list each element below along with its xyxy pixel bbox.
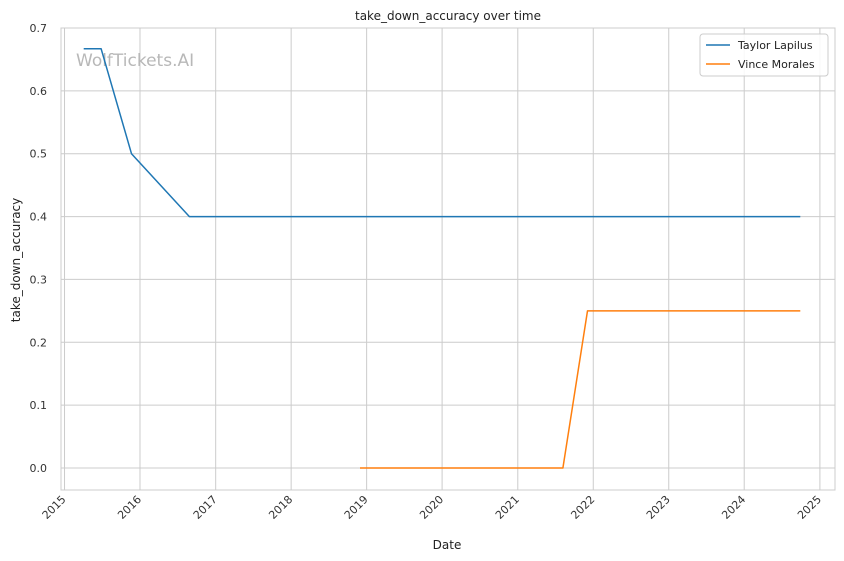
y-tick-label: 0.3 xyxy=(30,273,48,286)
x-tick-label: 2023 xyxy=(644,493,673,522)
y-tick-label: 0.0 xyxy=(30,462,48,475)
legend-label: Taylor Lapilus xyxy=(737,39,813,52)
x-tick-label: 2017 xyxy=(191,493,220,522)
legend: Taylor Lapilus Vince Morales xyxy=(699,33,829,77)
y-axis-label: take_down_accuracy xyxy=(9,198,23,322)
x-tick-label: 2018 xyxy=(266,493,295,522)
x-tick-label: 2025 xyxy=(795,493,824,522)
chart-title: take_down_accuracy over time xyxy=(355,9,541,23)
x-tick-label: 2024 xyxy=(719,493,748,522)
y-axis-ticks: 0.0 0.1 0.2 0.3 0.4 0.5 0.6 0.7 xyxy=(30,22,48,475)
x-tick-label: 2019 xyxy=(342,493,371,522)
series-line xyxy=(360,310,801,469)
watermark: WolfTickets.AI xyxy=(76,51,194,71)
y-tick-label: 0.7 xyxy=(30,22,48,35)
y-tick-label: 0.6 xyxy=(30,85,48,98)
y-tick-label: 0.2 xyxy=(30,336,48,349)
y-tick-label: 0.5 xyxy=(30,148,48,161)
x-tick-label: 2016 xyxy=(115,493,144,522)
x-tick-label: 2020 xyxy=(417,493,446,522)
legend-label: Vince Morales xyxy=(738,58,815,71)
x-axis-label: Date xyxy=(433,538,462,552)
series-layer xyxy=(83,47,801,469)
x-tick-label: 2015 xyxy=(40,493,69,522)
y-tick-label: 0.1 xyxy=(30,399,48,412)
x-axis-ticks: 2015 2016 2017 2018 2019 2020 2021 2022 2023 2024… xyxy=(40,493,824,522)
plot-area xyxy=(60,27,836,491)
y-tick-label: 0.4 xyxy=(30,211,48,224)
x-tick-label: 2021 xyxy=(493,493,522,522)
legend-box xyxy=(699,33,829,77)
series-line xyxy=(83,47,801,218)
x-tick-label: 2022 xyxy=(568,493,597,522)
